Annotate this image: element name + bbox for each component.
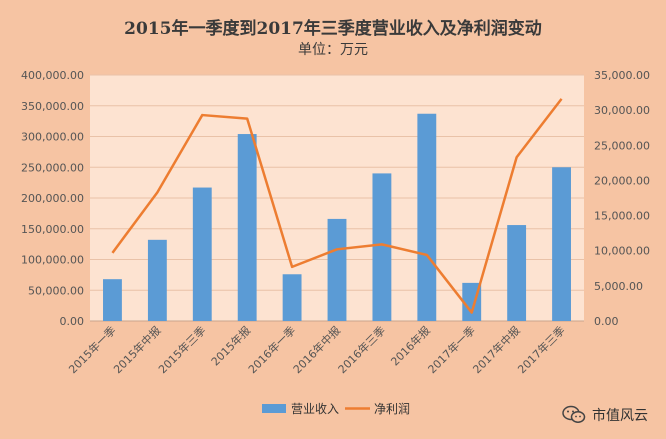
left-tick-label: 300,000.00	[21, 131, 84, 144]
revenue-bar	[103, 279, 122, 321]
x-tick-label: 2015年报	[208, 323, 253, 368]
right-tick-label: 10,000.00	[594, 245, 650, 258]
right-tick-label: 5,000.00	[594, 280, 643, 293]
left-tick-label: 50,000.00	[28, 284, 84, 297]
revenue-bar	[282, 274, 302, 321]
left-tick-label: 350,000.00	[21, 100, 84, 113]
left-tick-label: 100,000.00	[21, 254, 84, 267]
x-tick-label: 2015年一季	[66, 323, 119, 376]
right-tick-label: 15,000.00	[594, 210, 650, 223]
profit-line-group	[111, 98, 563, 314]
wechat-icon	[562, 405, 586, 425]
legend: 营业收入 净利润	[262, 402, 410, 416]
right-tick-label: 30,000.00	[594, 104, 650, 117]
right-tick-label: 35,000.00	[594, 69, 650, 82]
x-tick-label: 2016年三季	[335, 323, 388, 376]
x-tick-label: 2017年一季	[425, 323, 478, 376]
left-tick-label: 150,000.00	[21, 223, 84, 236]
left-axis-ticks: 0.00 50,000.00 100,000.00 150,000.00 200,000…	[21, 69, 84, 328]
legend-label-revenue: 营业收入	[291, 402, 339, 416]
revenue-bar	[372, 173, 392, 321]
right-tick-label: 0.00	[594, 315, 619, 328]
right-axis-ticks: 0.00 5,000.00 10,000.00 15,000.00 20,000.00 2…	[594, 69, 650, 328]
legend-swatch-revenue	[262, 404, 286, 413]
right-tick-label: 20,000.00	[594, 174, 650, 187]
left-tick-label: 250,000.00	[21, 161, 84, 174]
revenue-bar	[147, 239, 167, 321]
left-tick-label: 200,000.00	[21, 192, 84, 205]
chart-title: 2015年一季度到2017年三季度营业收入及净利润变动	[124, 19, 542, 39]
watermark: 市值风云	[562, 405, 648, 425]
x-tick-label: 2015年三季	[155, 323, 208, 376]
left-tick-label: 400,000.00	[21, 69, 84, 82]
x-tick-label: 2017年三季	[515, 323, 568, 376]
watermark-text: 市值风云	[592, 408, 648, 424]
x-tick-label: 2016年中报	[290, 323, 343, 376]
left-tick-label: 0.00	[60, 315, 85, 328]
legend-label-profit: 净利润	[374, 402, 410, 416]
revenue-bar	[192, 187, 212, 321]
revenue-bars	[103, 113, 571, 322]
x-tick-label: 2016年一季	[245, 323, 298, 376]
revenue-bar	[237, 134, 257, 321]
x-tick-label: 2015年中报	[110, 323, 163, 376]
revenue-bar	[327, 218, 347, 321]
revenue-bar	[552, 167, 571, 321]
x-tick-label: 2017年中报	[470, 323, 523, 376]
right-tick-label: 25,000.00	[594, 139, 650, 152]
chart-subtitle: 单位：万元	[298, 42, 368, 58]
x-tick-label: 2016年报	[388, 323, 433, 368]
revenue-bar	[417, 113, 437, 322]
revenue-bar	[507, 225, 527, 321]
